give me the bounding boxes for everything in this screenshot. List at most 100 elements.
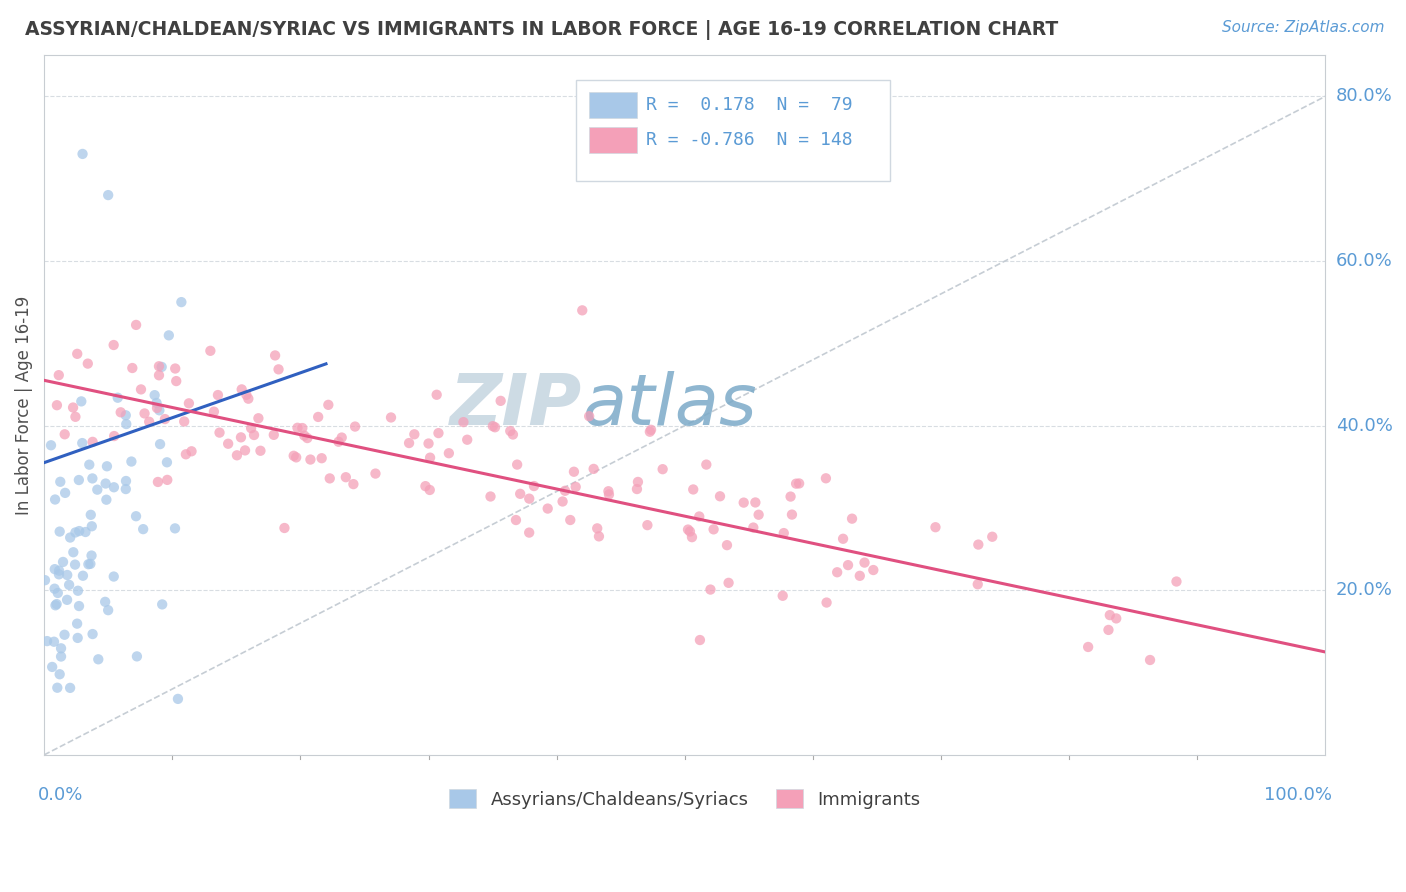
Point [76,357,98,371]
Point [62,545,84,559]
Point [63,558,86,572]
Text: 60.0%: 60.0% [1336,252,1392,270]
Point [651,462,673,476]
Point [59,681,82,695]
Point [80,508,103,522]
Point [146,401,169,415]
Point [56,592,79,607]
Point [121,361,143,376]
Point [115,417,138,431]
Point [586,521,609,535]
Point [70,394,93,409]
Point [103,429,125,443]
Point [318,398,340,412]
Point [554,483,576,498]
Point [62,401,84,415]
Point [815,596,838,610]
Point [79,557,101,571]
Point [202,404,225,418]
Point [319,471,342,485]
Point [682,483,704,497]
Point [785,476,807,491]
Point [66,347,89,361]
Point [562,465,585,479]
Point [134,407,156,421]
Point [505,513,527,527]
Point [825,566,848,580]
Point [156,473,179,487]
Point [330,431,353,445]
Point [231,383,253,397]
Point [523,479,546,493]
Point [551,494,574,508]
Point [41,660,63,674]
Point [779,490,801,504]
Point [238,392,260,406]
Point [125,649,148,664]
Point [564,480,586,494]
Point [283,449,305,463]
Point [787,476,810,491]
Point [748,508,770,522]
Point [418,436,440,450]
Text: 20.0%: 20.0% [1336,582,1392,599]
Point [419,450,441,465]
Point [981,530,1004,544]
FancyBboxPatch shape [589,92,637,118]
Point [453,415,475,429]
Point [103,480,125,494]
Point [489,393,512,408]
Point [437,446,460,460]
Point [509,487,531,501]
Point [837,558,859,573]
Point [598,487,620,501]
Point [537,501,560,516]
Point [709,489,731,503]
Point [48,564,70,578]
Point [479,490,502,504]
Point [1097,623,1119,637]
Point [456,433,478,447]
Point [482,419,505,434]
Point [53,628,76,642]
Point [679,524,702,539]
Point [1098,608,1121,623]
Point [149,437,172,451]
Point [44,492,66,507]
Point [1077,640,1099,654]
Point [48,567,70,582]
Point [138,415,160,429]
Point [924,520,946,534]
Point [80,519,103,533]
Point [146,475,169,489]
Point [208,425,231,440]
Point [636,518,658,533]
Point [129,383,152,397]
Point [285,450,308,465]
Point [96,492,118,507]
Text: 0.0%: 0.0% [38,787,83,805]
Point [703,522,725,536]
Point [328,434,350,449]
Point [145,396,167,410]
Point [1139,653,1161,667]
Point [107,391,129,405]
Point [311,451,333,466]
Point [404,427,426,442]
Point [247,411,270,425]
Point [695,458,717,472]
Point [66,583,89,598]
Point [86,483,108,497]
Point [426,388,449,402]
Point [967,538,990,552]
Point [67,473,90,487]
Point [103,569,125,583]
Point [114,482,136,496]
Point [110,405,132,419]
Point [299,452,322,467]
Point [688,509,710,524]
Point [626,482,648,496]
Point [681,530,703,544]
Point [292,428,315,442]
Point [499,424,522,438]
